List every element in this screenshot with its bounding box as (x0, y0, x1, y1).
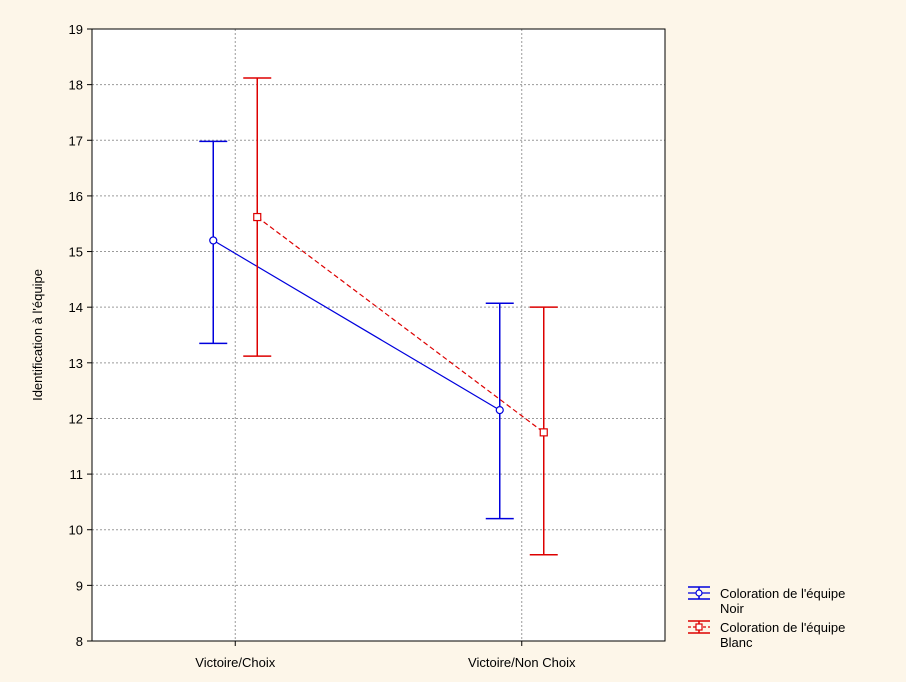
plot-area (91, 28, 666, 642)
x-tick-label: Victoire/Choix (195, 655, 275, 670)
series-1 (199, 140, 514, 520)
y-tick-label: 8 (76, 634, 83, 649)
y-tick-label: 15 (69, 245, 83, 260)
legend-marker (695, 589, 703, 597)
legend-label-line1: Coloration de l'équipe (720, 620, 845, 635)
legend-label-line2: Noir (720, 601, 745, 616)
y-tick-label: 17 (69, 133, 83, 148)
plot-frame (91, 28, 666, 642)
y-tick-label: 18 (69, 78, 83, 93)
legend-label-line1: Coloration de l'équipe (720, 586, 845, 601)
y-tick-label: 10 (69, 523, 83, 538)
data-point-marker (495, 406, 504, 415)
y-tick-label: 19 (69, 22, 83, 37)
y-tick-labels: 8 9 10 11 12 13 14 15 16 17 18 19 (69, 22, 92, 649)
legend-marker (695, 623, 703, 631)
data-point-marker (209, 236, 218, 245)
y-tick-label: 16 (69, 189, 83, 204)
y-tick-label: 11 (70, 467, 84, 482)
grid-lines (92, 29, 665, 641)
legend-label-line2: Blanc (720, 635, 753, 650)
y-tick-label: 9 (76, 578, 83, 593)
series-1-line (212, 239, 501, 411)
x-tick-label: Victoire/Non Choix (468, 655, 576, 670)
series-2-line (256, 216, 545, 433)
y-axis-label: Identification à l'équipe (30, 269, 45, 401)
series-2 (243, 77, 558, 556)
y-tick-label: 12 (69, 411, 83, 426)
series-layer (199, 77, 558, 556)
y-tick-label: 14 (69, 300, 83, 315)
data-point-marker (539, 428, 548, 437)
y-tick-label: 13 (69, 356, 83, 371)
x-tick-labels: Victoire/Choix Victoire/Non Choix (195, 641, 576, 670)
data-point-marker (253, 212, 262, 222)
